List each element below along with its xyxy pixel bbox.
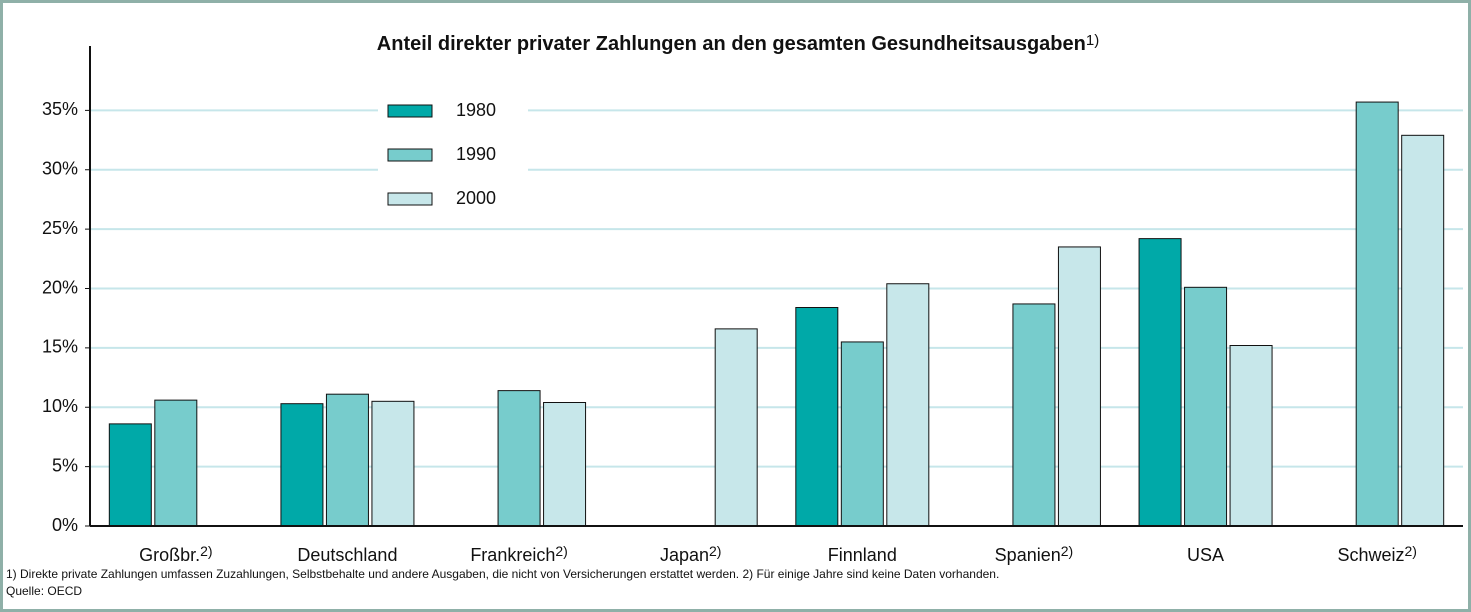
bar bbox=[1012, 303, 1056, 527]
y-tick-label: 25% bbox=[42, 218, 78, 238]
category-text: Frankreich bbox=[470, 545, 555, 565]
x-tick-label: Japan2) bbox=[660, 543, 722, 565]
bar bbox=[154, 399, 198, 527]
title-text: Anteil direkter privater Zahlungen an de… bbox=[377, 33, 1086, 55]
bar bbox=[543, 402, 587, 527]
x-tick-label: USA bbox=[1187, 545, 1224, 565]
bar bbox=[1401, 134, 1445, 527]
bar bbox=[497, 390, 541, 527]
category-text: Deutschland bbox=[297, 545, 397, 565]
category-text: Japan bbox=[660, 545, 709, 565]
category-text: Großbr. bbox=[139, 545, 200, 565]
bar bbox=[108, 423, 152, 527]
source: Quelle: OECD bbox=[6, 584, 83, 598]
y-tick-label: 0% bbox=[52, 515, 78, 535]
footnote: 1) Direkte private Zahlungen umfassen Zu… bbox=[6, 567, 1000, 581]
y-tick-label: 5% bbox=[52, 455, 78, 475]
legend-swatch bbox=[387, 104, 433, 118]
category-note: 2) bbox=[1404, 543, 1416, 559]
bar bbox=[1138, 238, 1182, 527]
bar bbox=[1184, 286, 1228, 527]
y-tick-label: 15% bbox=[42, 337, 78, 357]
bar bbox=[280, 403, 324, 527]
legend-swatch bbox=[387, 192, 433, 206]
chart: Anteil direkter privater Zahlungen an de… bbox=[42, 32, 1463, 565]
bar bbox=[795, 307, 839, 527]
category-note: 2) bbox=[709, 543, 721, 559]
category-text: Schweiz bbox=[1337, 545, 1404, 565]
bar bbox=[1057, 246, 1101, 527]
x-tick-label: Großbr.2) bbox=[139, 543, 212, 565]
y-tick-label: 35% bbox=[42, 99, 78, 119]
y-tick-label: 10% bbox=[42, 396, 78, 416]
title-note: 1) bbox=[1086, 32, 1099, 49]
x-tick-label: Deutschland bbox=[297, 545, 397, 565]
category-text: USA bbox=[1187, 545, 1224, 565]
y-tick-label: 20% bbox=[42, 277, 78, 297]
x-tick-label: Spanien2) bbox=[995, 543, 1074, 565]
legend-swatch bbox=[387, 148, 433, 162]
category-text: Spanien bbox=[995, 545, 1061, 565]
legend-label: 2000 bbox=[456, 188, 496, 208]
chart-title: Anteil direkter privater Zahlungen an de… bbox=[377, 32, 1099, 55]
x-tick-label: Finnland bbox=[828, 545, 897, 565]
category-note: 2) bbox=[555, 543, 567, 559]
category-note: 2) bbox=[200, 543, 212, 559]
y-tick-label: 30% bbox=[42, 159, 78, 179]
bar bbox=[371, 400, 415, 527]
legend-label: 1980 bbox=[456, 100, 496, 120]
legend-label: 1990 bbox=[456, 144, 496, 164]
bar bbox=[325, 393, 369, 527]
bar bbox=[1229, 345, 1273, 527]
x-tick-label: Frankreich2) bbox=[470, 543, 567, 565]
bar bbox=[1355, 101, 1399, 527]
x-tick-label: Schweiz2) bbox=[1337, 543, 1416, 565]
category-text: Finnland bbox=[828, 545, 897, 565]
bar bbox=[886, 283, 930, 527]
category-note: 2) bbox=[1061, 543, 1073, 559]
bar bbox=[840, 341, 884, 527]
bar bbox=[714, 328, 758, 527]
